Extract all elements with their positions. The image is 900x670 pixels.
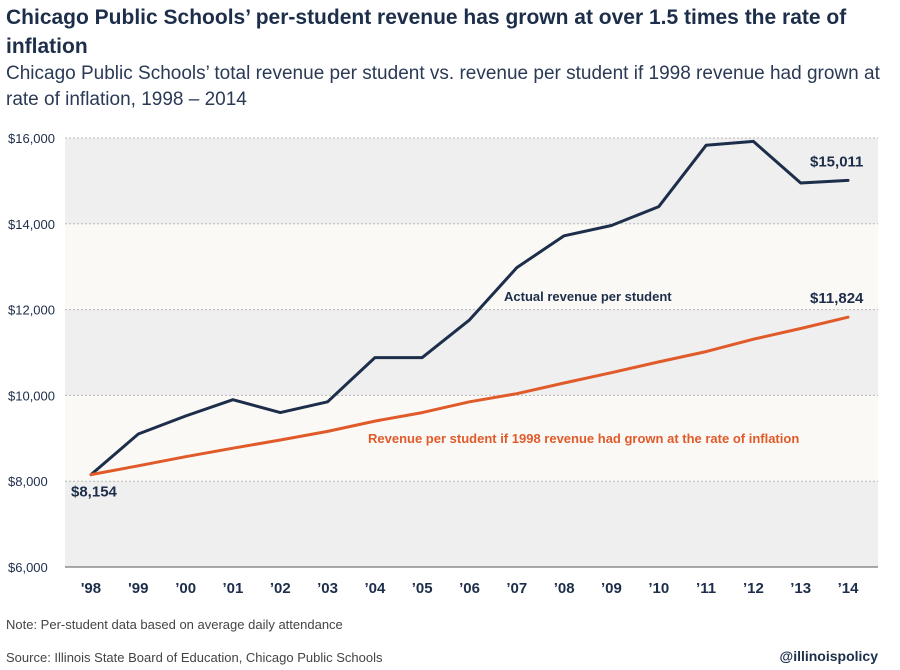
grid-band — [65, 481, 878, 567]
chart-subtitle: Chicago Public Schools’ total revenue pe… — [6, 63, 880, 110]
data-label: $8,154 — [71, 484, 118, 501]
x-tick-label: ’09 — [601, 580, 622, 597]
x-tick-label: ’03 — [317, 580, 338, 597]
y-tick-label: $10,000 — [8, 388, 55, 403]
x-tick-label: ’05 — [412, 580, 433, 597]
grid-band — [65, 138, 878, 224]
x-tick-label: ’13 — [790, 580, 811, 597]
footnote: Note: Per-student data based on average … — [6, 617, 343, 632]
x-tick-label: ’12 — [743, 580, 764, 597]
x-tick-label: ’02 — [270, 580, 291, 597]
x-tick-label: ’07 — [506, 580, 527, 597]
x-tick-label: '98 — [81, 580, 101, 597]
x-tick-label: ’06 — [459, 580, 480, 597]
data-label: $15,011 — [810, 153, 863, 170]
x-tick-label: ’04 — [364, 580, 386, 597]
brand-handle: @illinoispolicy — [779, 648, 878, 664]
x-tick-label: ’11 — [696, 580, 716, 597]
data-label: $11,824 — [810, 290, 864, 307]
series-line-actual — [89, 139, 850, 477]
x-tick-label: ’01 — [223, 580, 244, 597]
x-tick-label: ’14 — [838, 580, 860, 597]
x-tick-label: ’00 — [175, 580, 196, 597]
y-tick-label: $16,000 — [8, 131, 55, 146]
chart-title: Chicago Public Schools’ per-student reve… — [6, 6, 847, 58]
y-tick-label: $14,000 — [8, 217, 55, 232]
x-tick-label: ’10 — [648, 580, 669, 597]
series-line-inflation — [89, 315, 850, 477]
x-tick-label: ’08 — [554, 580, 575, 597]
x-tick-label: '99 — [128, 580, 148, 597]
y-tick-label: $8,000 — [8, 474, 48, 489]
y-tick-label: $6,000 — [8, 560, 48, 575]
series-label-actual: Actual revenue per student — [504, 289, 672, 304]
grid-band — [65, 309, 878, 396]
y-tick-label: $12,000 — [8, 303, 55, 318]
series-label-inflation: Revenue per student if 1998 revenue had … — [368, 431, 799, 446]
source-text: Source: Illinois State Board of Educatio… — [6, 650, 383, 665]
